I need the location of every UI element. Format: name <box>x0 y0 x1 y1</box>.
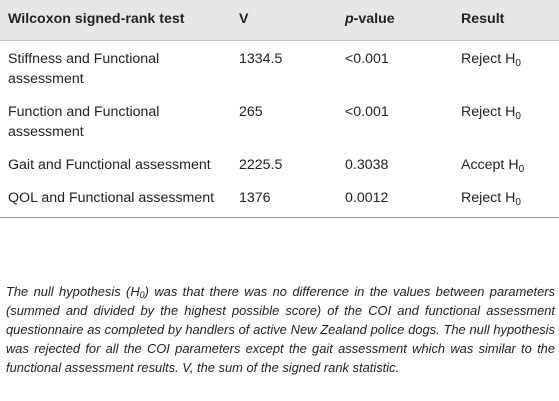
header-p-suffix: -value <box>353 11 395 27</box>
cell-p-value: 0.0012 <box>337 180 453 218</box>
result-text: Reject H <box>461 190 516 206</box>
cell-test: Function and Functional assessment <box>8 104 160 140</box>
header-p-value: p-value <box>337 0 453 41</box>
footnote-subscript: 0 <box>139 290 145 300</box>
result-text: Accept H <box>461 157 519 173</box>
header-row: Wilcoxon signed-rank test V p-value Resu… <box>0 0 559 41</box>
cell-result: Reject H0 <box>453 180 559 218</box>
table-row: Gait and Functional assessment 2225.5 0.… <box>0 147 559 180</box>
cell-v: 2225.5 <box>239 157 283 173</box>
result-text: Reject H <box>461 51 516 67</box>
result-subscript: 0 <box>515 197 521 208</box>
header-p-italic: p <box>345 11 354 27</box>
table-row: Function and Functional assessment 265 <… <box>0 94 559 147</box>
result-subscript: 0 <box>518 164 525 175</box>
result-subscript: 0 <box>515 58 521 69</box>
cell-result: Reject H0 <box>453 41 559 95</box>
cell-p-value: <0.001 <box>345 51 389 67</box>
header-v: V <box>231 0 337 41</box>
footnote-part1: The null hypothesis (H <box>6 284 140 299</box>
footnote-part2: ) was that there was no difference in th… <box>6 284 555 375</box>
cell-v: 1334.5 <box>239 51 283 67</box>
cell-test: Gait and Functional assessment <box>8 157 211 173</box>
cell-p-value: 0.3038 <box>345 157 389 173</box>
table-row: QOL and Functional assessment 1376 0.001… <box>0 180 559 218</box>
cell-v: 265 <box>239 104 263 120</box>
cell-test: QOL and Functional assessment <box>0 180 231 218</box>
table-row: Stiffness and Functional assessment 1334… <box>0 41 559 95</box>
result-text: Reject H <box>461 104 516 120</box>
table-body: Stiffness and Functional assessment 1334… <box>0 41 559 218</box>
wilcoxon-results-table: Wilcoxon signed-rank test V p-value Resu… <box>0 0 559 218</box>
table-header: Wilcoxon signed-rank test V p-value Resu… <box>0 0 559 41</box>
result-subscript: 0 <box>515 111 521 122</box>
table-footnote: The null hypothesis (H0) was that there … <box>6 283 555 378</box>
cell-result: Reject H0 <box>453 94 559 147</box>
header-test: Wilcoxon signed-rank test <box>0 0 231 41</box>
cell-result: Accept H0 <box>453 147 559 180</box>
cell-p-value: <0.001 <box>345 104 389 120</box>
cell-v: 1376 <box>231 180 337 218</box>
cell-test: Stiffness and Functional assessment <box>8 51 160 87</box>
header-result: Result <box>453 0 559 41</box>
